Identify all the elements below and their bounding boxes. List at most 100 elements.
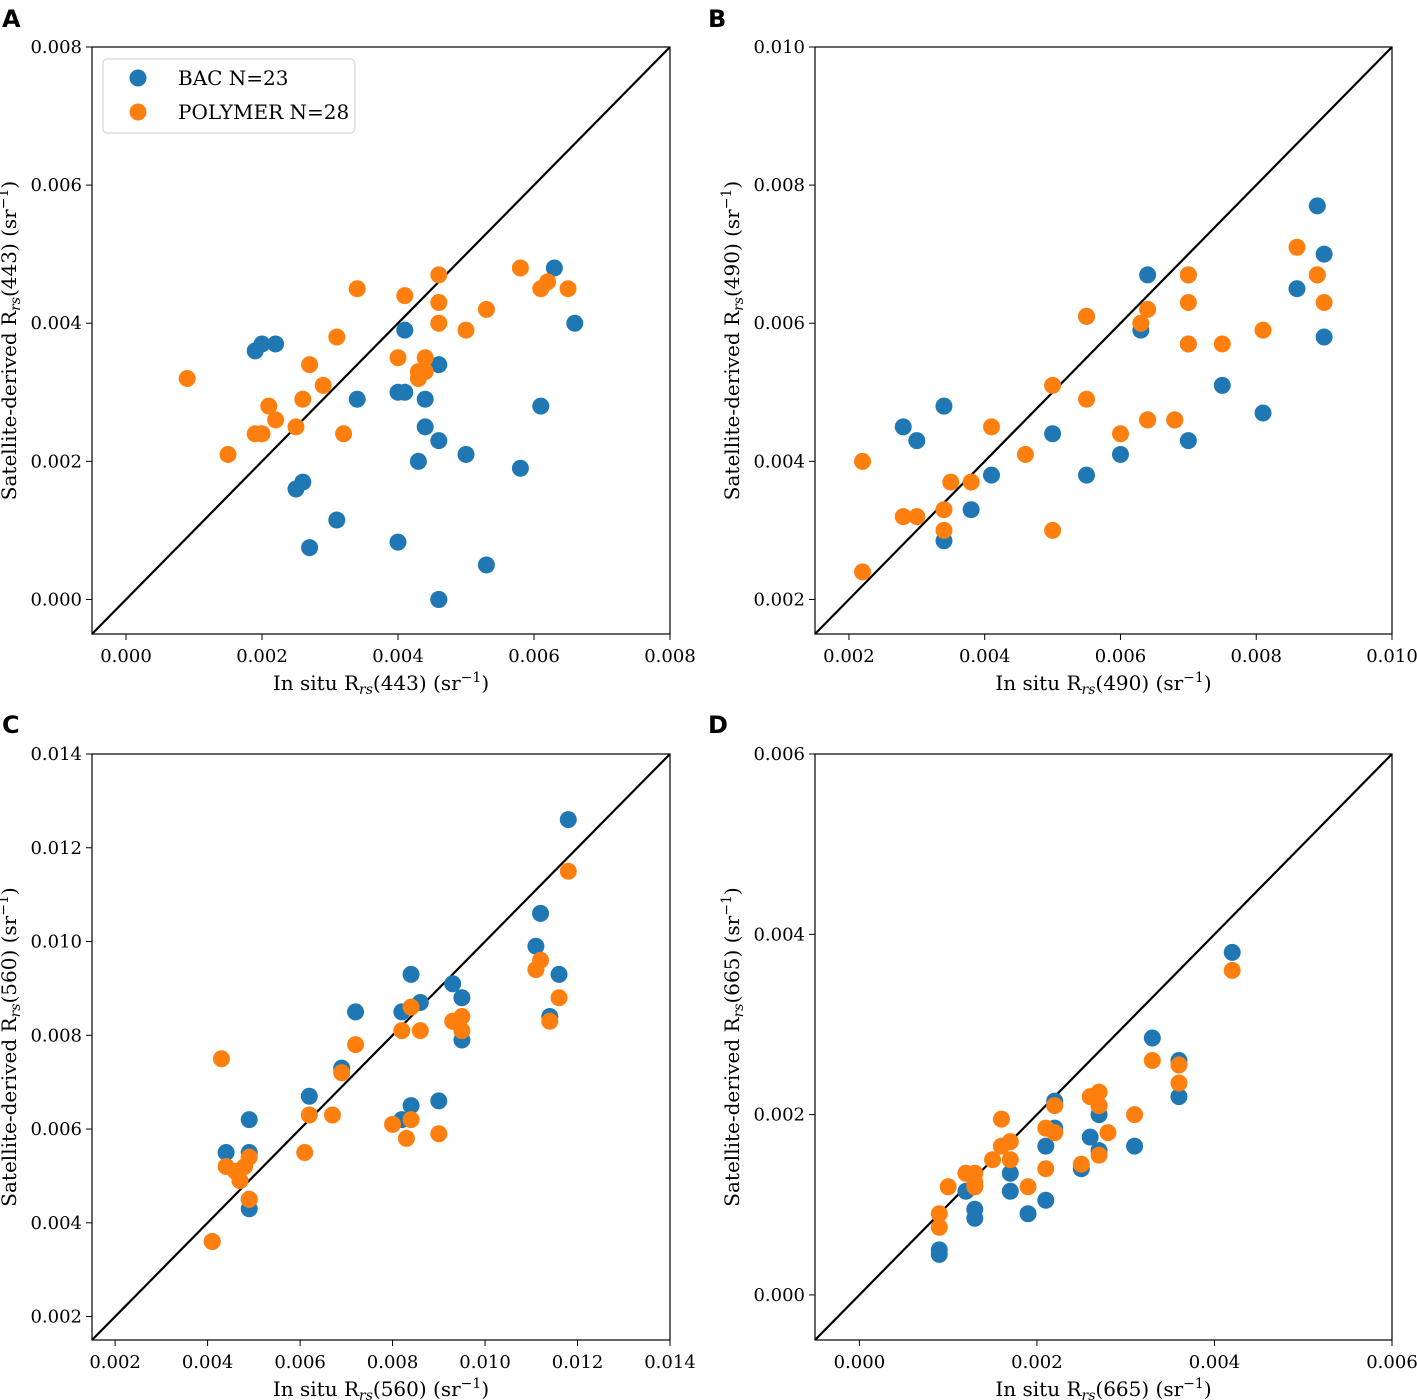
y-axis-label-end: ) <box>720 181 744 189</box>
plot-frame <box>91 46 671 635</box>
y-axis-label: Satellite-derived Rrs(443) (sr−1) <box>0 181 24 500</box>
x-tick-label: 0.000 <box>834 1352 886 1373</box>
data-point <box>1288 280 1306 298</box>
y-axis-label-pre: Satellite-derived R <box>0 310 21 500</box>
data-point <box>328 511 346 529</box>
data-point <box>1126 1106 1144 1124</box>
x-tick-label: 0.004 <box>959 646 1011 667</box>
data-point <box>559 811 577 829</box>
data-point <box>477 300 495 318</box>
panel-d: D 0.000 0.002 0.004 0.006 0.000 0.002 0.004 0.00… <box>708 711 1417 1400</box>
x-axis-label-sup: −1 <box>1183 1376 1204 1392</box>
y-tick-label: 0.000 <box>30 589 82 610</box>
y-axis-label-sub: rs <box>731 297 747 311</box>
y-axis-label-pre: Satellite-derived R <box>0 1016 21 1206</box>
data-point <box>296 1143 314 1161</box>
x-tick-label: 0.002 <box>89 1352 141 1373</box>
y-axis-label-end: ) <box>0 887 21 895</box>
y-tick-label: 0.010 <box>30 932 82 953</box>
x-axis-label-post: (490) (sr <box>1095 671 1183 695</box>
data-point <box>1170 1074 1188 1092</box>
data-point <box>1044 521 1062 539</box>
data-point <box>935 521 953 539</box>
data-point <box>1090 1097 1108 1115</box>
data-point <box>511 459 529 477</box>
one-to-one-line <box>814 46 1393 635</box>
data-point <box>982 418 1000 436</box>
data-point <box>393 1022 411 1040</box>
data-point <box>511 259 529 277</box>
data-point <box>935 397 953 415</box>
x-axis-label: In situ Rrs(665) (sr−1) <box>995 1376 1211 1400</box>
data-point <box>1044 376 1062 394</box>
data-point <box>240 1190 258 1208</box>
data-point <box>267 411 285 429</box>
data-point <box>1037 1191 1055 1209</box>
x-tick-label: 0.002 <box>1011 1352 1063 1373</box>
panel-a: A 0.000 0.002 0.004 0.006 0.008 0.000 0.002 0.00… <box>0 5 696 698</box>
data-point <box>532 397 550 415</box>
data-point <box>389 349 407 367</box>
panel-c: C 0.002 0.004 0.006 0.008 0.010 0.012 0.014 0.00… <box>0 711 696 1400</box>
x-axis-label-pre: In situ R <box>273 671 360 695</box>
y-tick-label: 0.006 <box>30 175 82 196</box>
y-axis-label-sub: rs <box>8 1004 24 1018</box>
panel-letter: A <box>2 5 21 33</box>
y-axis-label-sub: rs <box>8 297 24 311</box>
data-point <box>1308 266 1326 284</box>
data-point <box>396 321 414 339</box>
x-axis-label-sup: −1 <box>1183 670 1204 686</box>
data-point <box>962 473 980 491</box>
y-axis-label-sup: −1 <box>719 189 735 210</box>
data-point <box>1001 1133 1019 1151</box>
data-point <box>1001 1182 1019 1200</box>
data-point <box>1099 1124 1117 1142</box>
data-point <box>1179 432 1197 450</box>
data-point <box>217 1143 235 1161</box>
y-tick-label: 0.012 <box>30 838 82 859</box>
x-tick-label: 0.012 <box>552 1352 604 1373</box>
y-axis-label-end: ) <box>0 181 21 189</box>
data-point <box>453 989 471 1007</box>
x-axis-label-sub: rs <box>1082 682 1096 698</box>
series-bac <box>203 811 577 1251</box>
data-point <box>1090 1146 1108 1164</box>
data-point <box>1046 1124 1064 1142</box>
data-point <box>1315 328 1333 346</box>
data-point <box>1213 376 1231 394</box>
x-axis-label-sub: rs <box>359 682 373 698</box>
y-axis-label-sup: −1 <box>719 895 735 916</box>
y-axis-label: Satellite-derived Rrs(560) (sr−1) <box>0 887 24 1206</box>
data-point <box>908 508 926 526</box>
data-point <box>396 287 414 305</box>
data-point <box>1179 294 1197 312</box>
y-axis-label-end: ) <box>720 887 744 895</box>
y-axis-label-pre: Satellite-derived R <box>720 310 744 500</box>
data-point <box>982 466 1000 484</box>
legend-label-polymer: POLYMER N=28 <box>178 100 349 124</box>
y-axis-label-post: (665) (sr <box>720 915 744 1003</box>
data-point <box>416 349 434 367</box>
y-tick-label: 0.006 <box>753 744 805 765</box>
data-point <box>1223 961 1241 979</box>
data-point <box>260 397 278 415</box>
x-axis-label-end: ) <box>481 1377 489 1400</box>
data-point <box>416 363 434 381</box>
one-to-one-line <box>814 753 1393 1341</box>
data-point <box>1143 1052 1161 1070</box>
y-axis-label: Satellite-derived Rrs(665) (sr−1) <box>719 887 747 1206</box>
x-axis-label-post: (560) (sr <box>373 1377 461 1400</box>
data-point <box>1037 1160 1055 1178</box>
series-bac <box>246 259 584 608</box>
data-point <box>300 1106 318 1124</box>
x-axis-label-end: ) <box>1204 1377 1212 1400</box>
series-bac <box>894 197 1333 550</box>
data-point <box>453 1008 471 1026</box>
data-point <box>348 280 366 298</box>
data-point <box>1081 1128 1099 1146</box>
data-point <box>348 390 366 408</box>
data-point <box>411 1022 429 1040</box>
x-tick-label: 0.006 <box>508 646 560 667</box>
x-axis-label: In situ Rrs(443) (sr−1) <box>273 670 489 698</box>
